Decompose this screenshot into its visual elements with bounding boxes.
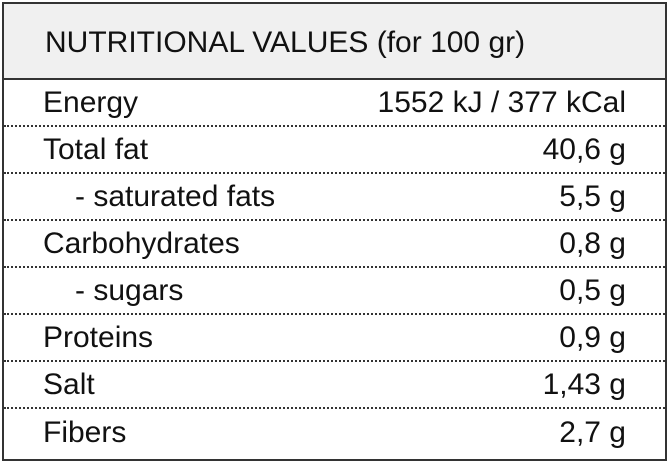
nutrient-name: Total fat bbox=[43, 132, 149, 166]
nutrient-name: - sugars bbox=[75, 273, 184, 307]
table-row: Carbohydrates 0,8 g bbox=[4, 221, 665, 268]
nutrient-value: 0,8 g bbox=[559, 226, 626, 260]
nutrient-name: Carbohydrates bbox=[43, 226, 240, 260]
table-row: Energy 1552 kJ / 377 kCal bbox=[4, 80, 665, 127]
table-row: Total fat 40,6 g bbox=[4, 127, 665, 174]
nutrient-value: 1,43 g bbox=[542, 367, 626, 401]
table-row: - sugars 0,5 g bbox=[4, 268, 665, 315]
nutrient-value: 0,5 g bbox=[559, 273, 626, 307]
table-header: NUTRITIONAL VALUES (for 100 gr) bbox=[4, 4, 665, 80]
nutrient-name: Salt bbox=[43, 367, 95, 401]
table-row: Salt 1,43 g bbox=[4, 362, 665, 409]
nutrient-name: - saturated fats bbox=[75, 179, 276, 213]
nutrient-value: 1552 kJ / 377 kCal bbox=[377, 85, 626, 119]
table-row: Fibers 2,7 g bbox=[4, 409, 665, 456]
table-row: Proteins 0,9 g bbox=[4, 315, 665, 362]
nutrient-name: Proteins bbox=[43, 320, 154, 354]
nutrient-name: Fibers bbox=[43, 415, 127, 449]
nutrient-name: Energy bbox=[43, 85, 139, 119]
nutrient-value: 0,9 g bbox=[559, 320, 626, 354]
nutrient-value: 5,5 g bbox=[559, 179, 626, 213]
nutrient-value: 2,7 g bbox=[559, 415, 626, 449]
nutrient-value: 40,6 g bbox=[542, 132, 626, 166]
table-row: - saturated fats 5,5 g bbox=[4, 174, 665, 221]
